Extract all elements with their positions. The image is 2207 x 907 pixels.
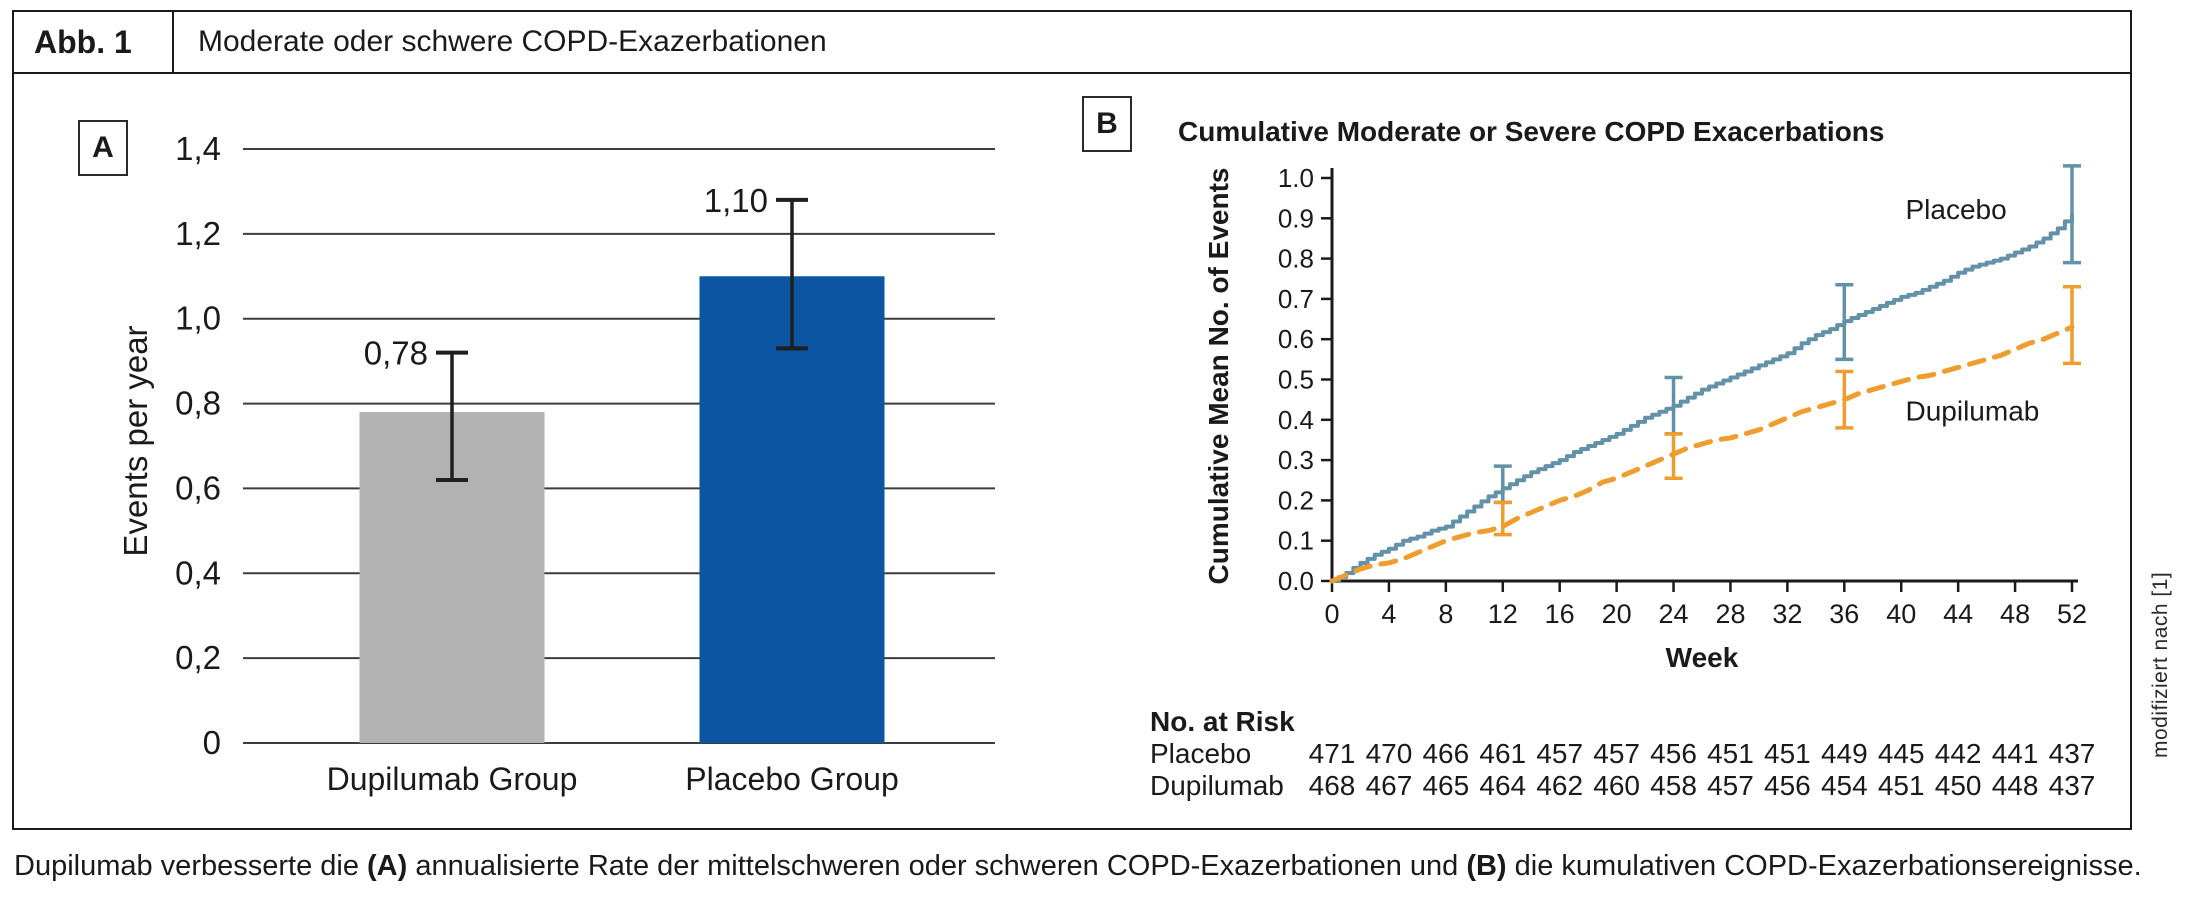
at-risk-count: 460 xyxy=(1593,770,1640,801)
x-tick-label: 0 xyxy=(1324,599,1339,629)
caption-panel-a-ref: (A) xyxy=(367,850,408,882)
y-tick-label: 1.0 xyxy=(1278,163,1314,193)
x-tick-label: 40 xyxy=(1886,599,1916,629)
at-risk-count: 456 xyxy=(1650,738,1697,769)
y-tick-label: 0,2 xyxy=(175,639,221,676)
panel-b-title: Cumulative Moderate or Severe COPD Exace… xyxy=(1178,116,1885,147)
caption-text: Dupilumab verbesserte die xyxy=(14,850,368,882)
at-risk-count: 458 xyxy=(1650,770,1697,801)
x-tick-label: 12 xyxy=(1488,599,1518,629)
at-risk-count: 465 xyxy=(1422,770,1470,801)
y-tick-label: 0.2 xyxy=(1278,485,1314,515)
panel-b-x-axis-title: Week xyxy=(1665,642,1739,673)
y-tick-label: 0.0 xyxy=(1278,566,1314,596)
at-risk-count: 457 xyxy=(1536,738,1584,769)
category-label: Placebo Group xyxy=(685,761,898,797)
bar-value-label: 1,10 xyxy=(704,182,768,219)
y-tick-label: 0.3 xyxy=(1278,445,1314,475)
series-label-dupilumab: Dupilumab xyxy=(1906,396,2040,427)
curve-placebo xyxy=(1332,214,2074,583)
x-tick-label: 4 xyxy=(1381,599,1396,629)
y-tick-label: 0.1 xyxy=(1278,526,1314,556)
y-tick-label: 1,0 xyxy=(175,300,221,337)
at-risk-count: 437 xyxy=(2048,738,2096,769)
source-note: modifiziert nach [1] xyxy=(2149,571,2172,759)
y-tick-label: 0.6 xyxy=(1278,324,1314,354)
at-risk-count: 450 xyxy=(1934,770,1982,801)
y-tick-label: 0.4 xyxy=(1278,405,1314,435)
y-tick-label: 0.5 xyxy=(1278,365,1314,395)
at-risk-count: 441 xyxy=(1991,738,2039,769)
figure-body: A Events per year 0 0,2 0,4 0,6 0,8 1,0 1,2 1,4… xyxy=(14,74,2130,828)
at-risk-row-label-dupilumab: Dupilumab xyxy=(1150,770,1284,801)
at-risk-count: 437 xyxy=(2048,770,2096,801)
at-risk-count: 456 xyxy=(1764,770,1811,801)
curve-dupilumab xyxy=(1329,324,2075,584)
figure-caption: Dupilumab verbesserte die (A) annualisie… xyxy=(14,850,2194,883)
bar-chart: 0 0,2 0,4 0,6 0,8 1,0 1,2 1,4 0,78 Dupilumab Grou… xyxy=(175,130,995,797)
x-tick-label: 24 xyxy=(1659,599,1689,629)
figure-box: Abb. 1 Moderate oder schwere COPD-Exazer… xyxy=(12,10,2132,830)
x-tick-label: 8 xyxy=(1438,599,1453,629)
at-risk-count: 457 xyxy=(1593,738,1640,769)
at-risk-row-label-placebo: Placebo xyxy=(1150,738,1252,769)
line-chart: 0.00.10.20.30.40.50.60.70.80.91.00 4 8 12 16… xyxy=(1278,163,2087,629)
y-tick-label: 1,4 xyxy=(175,130,221,167)
at-risk-count: 467 xyxy=(1365,770,1413,801)
panel-b: B Cumulative Moderate or Severe COPD Exa… xyxy=(1066,74,2152,828)
at-risk-count: 470 xyxy=(1365,738,1413,769)
at-risk-count: 468 xyxy=(1308,770,1356,801)
x-tick-label: 48 xyxy=(2000,599,2030,629)
at-risk-count: 451 xyxy=(1764,738,1811,769)
x-tick-label: 52 xyxy=(2057,599,2087,629)
y-tick-label: 0 xyxy=(203,724,221,761)
x-tick-label: 20 xyxy=(1602,599,1632,629)
at-risk-count: 464 xyxy=(1479,770,1527,801)
x-tick-label: 44 xyxy=(1943,599,1973,629)
series-label-placebo: Placebo xyxy=(1906,194,2007,225)
x-tick-label: 16 xyxy=(1545,599,1575,629)
x-tick-label: 28 xyxy=(1715,599,1745,629)
y-tick-label: 0,6 xyxy=(175,469,221,506)
y-tick-label: 0.8 xyxy=(1278,244,1314,274)
figure-title: Moderate oder schwere COPD-Exazerbatione… xyxy=(198,25,827,58)
x-tick-label: 32 xyxy=(1772,599,1802,629)
at-risk-count: 448 xyxy=(1991,770,2039,801)
caption-text: die kumulativen COPD-Exazerbationsereign… xyxy=(1506,850,2142,882)
at-risk-count: 462 xyxy=(1536,770,1584,801)
y-tick-label: 0,8 xyxy=(175,385,221,422)
at-risk-count: 461 xyxy=(1479,738,1527,769)
y-tick-label: 0.9 xyxy=(1278,203,1314,233)
at-risk-count: 454 xyxy=(1820,770,1868,801)
at-risk-count: 451 xyxy=(1707,738,1754,769)
at-risk-count: 442 xyxy=(1934,738,1982,769)
at-risk-count: 457 xyxy=(1707,770,1754,801)
at-risk-count: 466 xyxy=(1422,738,1470,769)
caption-text: annualisierte Rate der mittelschweren od… xyxy=(407,850,1467,882)
at-risk-count: 451 xyxy=(1877,770,1925,801)
at-risk-count: 471 xyxy=(1308,738,1356,769)
bar-value-label: 0,78 xyxy=(364,335,428,372)
y-tick-label: 0.7 xyxy=(1278,284,1314,314)
at-risk-heading: No. at Risk xyxy=(1150,706,1295,737)
figure-number: Abb. 1 xyxy=(14,12,174,72)
category-label: Dupilumab Group xyxy=(327,761,578,797)
panel-a: A Events per year 0 0,2 0,4 0,6 0,8 1,0 1,2 1,4… xyxy=(22,74,1064,828)
y-tick-label: 0,4 xyxy=(175,554,221,591)
bar-placebo-group xyxy=(699,276,885,743)
y-tick-label: 1,2 xyxy=(175,215,221,252)
panel-b-tag: B xyxy=(1082,96,1132,152)
x-tick-label: 36 xyxy=(1829,599,1859,629)
at-risk-count: 449 xyxy=(1820,738,1868,769)
figure-header: Abb. 1 Moderate oder schwere COPD-Exazer… xyxy=(14,12,2130,74)
at-risk-count: 445 xyxy=(1877,738,1925,769)
caption-panel-b-ref: (B) xyxy=(1466,850,1507,882)
panel-a-tag: A xyxy=(78,120,128,176)
